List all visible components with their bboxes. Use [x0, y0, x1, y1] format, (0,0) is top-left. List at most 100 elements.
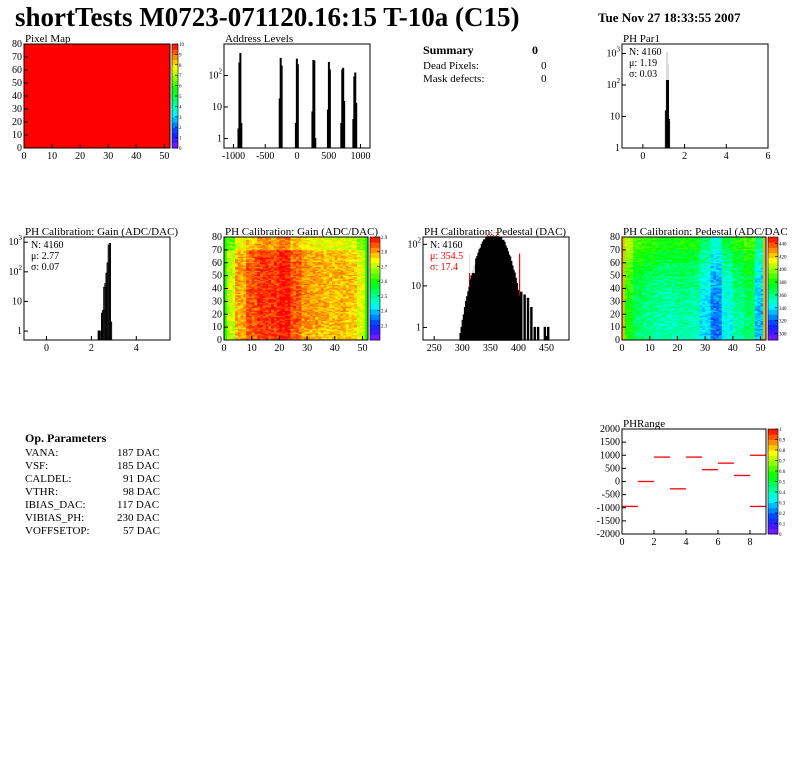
- x-tick-label: 20: [274, 343, 284, 354]
- heatmap-cell: [340, 271, 344, 274]
- heatmap-cell: [362, 334, 366, 337]
- heatmap-cell: [622, 318, 626, 320]
- heatmap-cell: [337, 327, 341, 329]
- heatmap-cell: [343, 337, 347, 340]
- heatmap-cell: [265, 267, 269, 270]
- heatmap-cell: [260, 274, 264, 277]
- heatmap-cell: [312, 311, 316, 314]
- heatmap-cell: [354, 288, 358, 291]
- heatmap-cell: [332, 242, 336, 244]
- heatmap-cell: [279, 260, 283, 262]
- heatmap-cell: [323, 298, 327, 301]
- heatmap-cell: [240, 284, 244, 287]
- heatmap-cell: [630, 300, 634, 302]
- heatmap-cell: [359, 324, 363, 327]
- heatmap-cell: [224, 294, 228, 297]
- heatmap-cell: [243, 287, 247, 289]
- heatmap-cell: [309, 267, 314, 270]
- heatmap-cell: [246, 297, 250, 300]
- heatmap-cell: [268, 244, 272, 247]
- heatmap-cell: [624, 300, 628, 302]
- heatmap-cell: [365, 314, 369, 316]
- heatmap-cell: [343, 237, 347, 239]
- heatmap-cell: [318, 307, 322, 310]
- heatmap-cell: [276, 282, 280, 284]
- heatmap-cell: [304, 240, 308, 243]
- heatmap-cell: [326, 262, 330, 265]
- heatmap-cell: [268, 273, 272, 275]
- heatmap-cell: [301, 251, 305, 253]
- heatmap-cell: [326, 318, 330, 320]
- heatmap-cell: [622, 260, 626, 262]
- heatmap-cell: [260, 336, 264, 338]
- heatmap-cell: [340, 275, 344, 278]
- exponent: 3: [617, 45, 621, 53]
- heatmap-cell: [265, 244, 269, 247]
- heatmap-cell: [356, 266, 361, 269]
- heatmap-cell: [343, 276, 347, 279]
- heatmap-cell: [354, 318, 358, 320]
- heatmap-cell: [318, 261, 322, 264]
- heatmap-cell: [293, 316, 297, 319]
- y-tick-label: 50: [12, 78, 22, 89]
- heatmap-cell: [248, 303, 253, 306]
- heatmap-cell: [345, 255, 350, 257]
- heatmap-cell: [296, 297, 300, 300]
- heatmap-cell: [226, 266, 230, 269]
- heatmap-cell: [254, 333, 258, 336]
- heatmap-cell: [279, 282, 283, 284]
- heatmap-cell: [293, 238, 297, 240]
- heatmap-cell: [229, 310, 233, 313]
- heatmap-cell: [254, 270, 258, 273]
- heatmap-cell: [356, 252, 361, 255]
- heatmap-cell: [273, 258, 278, 261]
- heatmap-cell: [226, 239, 230, 242]
- main-title: shortTests M0723-071120.16:15 T-10a (C15…: [15, 2, 520, 32]
- heatmap-cell: [318, 280, 322, 283]
- heatmap-cell: [345, 305, 350, 307]
- heatmap-cell: [229, 325, 233, 328]
- heatmap-cell: [337, 246, 341, 248]
- heatmap-cell: [268, 238, 272, 240]
- heatmap-cell: [296, 300, 300, 302]
- heatmap-cell: [312, 276, 316, 279]
- heatmap-cell: [323, 275, 327, 278]
- heatmap-cell: [304, 239, 308, 242]
- heatmap-cell: [290, 318, 294, 320]
- heatmap-cell: [309, 323, 314, 325]
- heatmap-cell: [301, 302, 305, 305]
- heatmap-cell: [229, 238, 233, 240]
- heatmap-cell: [240, 294, 244, 297]
- heatmap-cell: [326, 284, 330, 287]
- heatmap-cell: [235, 325, 239, 328]
- heatmap-cell: [348, 306, 352, 309]
- heatmap-cell: [630, 332, 634, 334]
- heatmap-cell: [268, 252, 272, 255]
- heatmap-cell: [251, 327, 255, 329]
- heatmap-cell: [633, 287, 637, 289]
- heatmap-cell: [343, 251, 347, 253]
- heatmap-cell: [293, 262, 297, 265]
- heatmap-cell: [268, 321, 272, 324]
- heatmap-cell: [282, 316, 286, 319]
- heatmap-cell: [351, 248, 355, 251]
- heatmap-cell: [282, 310, 286, 313]
- heatmap-cell: [262, 283, 266, 286]
- heatmap-cell: [630, 329, 634, 332]
- heatmap-cell: [356, 240, 361, 243]
- heatmap-cell: [624, 297, 628, 300]
- heatmap-cell: [326, 249, 330, 252]
- heatmap-cell: [630, 318, 634, 320]
- heatmap-cell: [282, 276, 286, 279]
- heatmap-cell: [235, 287, 239, 289]
- heatmap-cell: [276, 312, 280, 315]
- heatmap-cell: [265, 306, 269, 309]
- heatmap-cell: [268, 275, 272, 278]
- heatmap-cell: [337, 292, 341, 295]
- heatmap-cell: [240, 249, 244, 252]
- heatmap-cell: [232, 264, 236, 266]
- heatmap-cell: [226, 238, 230, 240]
- heatmap-cell: [307, 325, 311, 328]
- heatmap-cell: [235, 260, 239, 262]
- heatmap-cell: [265, 325, 269, 328]
